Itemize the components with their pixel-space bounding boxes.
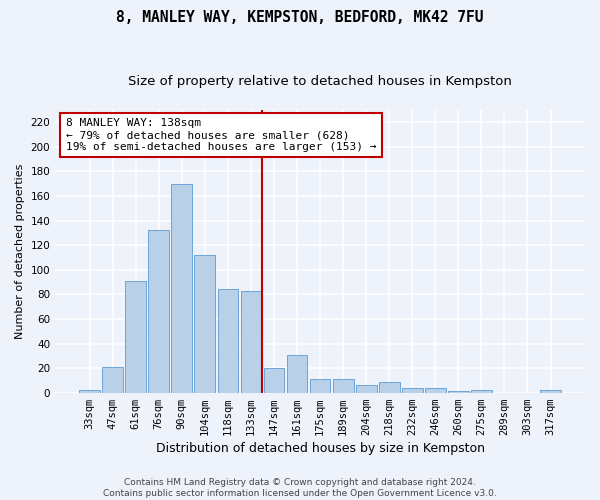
- Bar: [125, 281, 146, 392]
- Bar: [287, 354, 307, 393]
- Bar: [379, 382, 400, 392]
- Y-axis label: Number of detached properties: Number of detached properties: [15, 164, 25, 339]
- Bar: [218, 290, 238, 393]
- Bar: [425, 388, 446, 392]
- Bar: [241, 290, 262, 392]
- Bar: [333, 379, 353, 392]
- Text: 8, MANLEY WAY, KEMPSTON, BEDFORD, MK42 7FU: 8, MANLEY WAY, KEMPSTON, BEDFORD, MK42 7…: [116, 10, 484, 25]
- X-axis label: Distribution of detached houses by size in Kempston: Distribution of detached houses by size …: [155, 442, 485, 455]
- Bar: [194, 255, 215, 392]
- Title: Size of property relative to detached houses in Kempston: Size of property relative to detached ho…: [128, 75, 512, 88]
- Bar: [356, 386, 377, 392]
- Bar: [102, 367, 123, 392]
- Bar: [471, 390, 492, 392]
- Bar: [402, 388, 422, 392]
- Text: 8 MANLEY WAY: 138sqm
← 79% of detached houses are smaller (628)
19% of semi-deta: 8 MANLEY WAY: 138sqm ← 79% of detached h…: [66, 118, 376, 152]
- Bar: [263, 368, 284, 392]
- Bar: [79, 390, 100, 392]
- Text: Contains HM Land Registry data © Crown copyright and database right 2024.
Contai: Contains HM Land Registry data © Crown c…: [103, 478, 497, 498]
- Bar: [540, 390, 561, 392]
- Bar: [310, 379, 331, 392]
- Bar: [172, 184, 192, 392]
- Bar: [148, 230, 169, 392]
